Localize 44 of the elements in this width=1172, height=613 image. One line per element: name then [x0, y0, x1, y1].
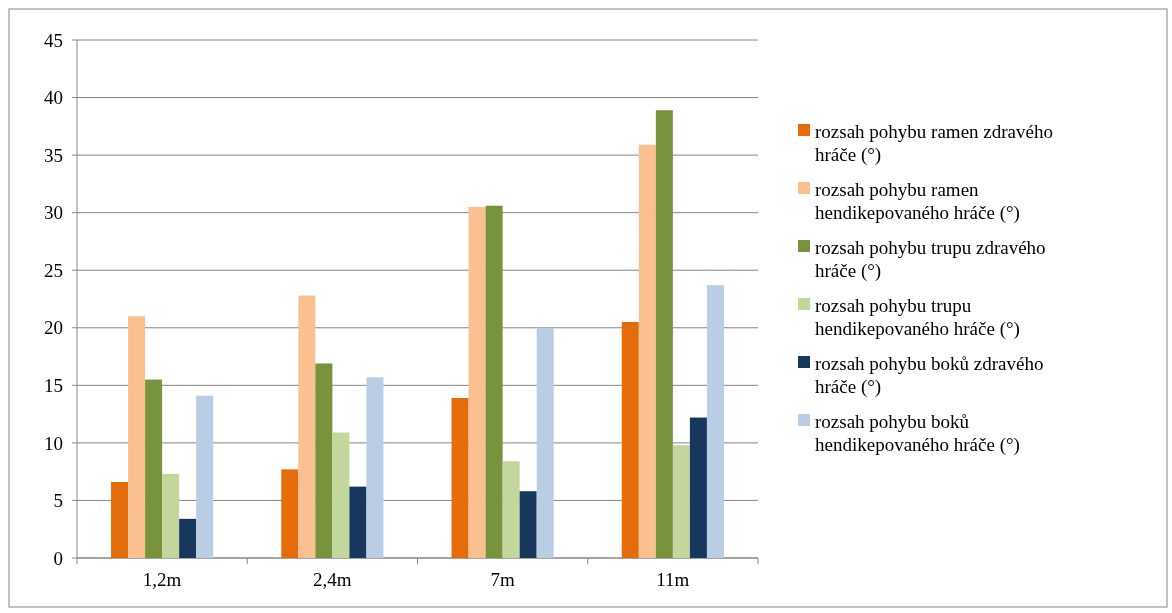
bar	[179, 518, 197, 558]
y-tick-label: 30	[44, 202, 63, 224]
bar	[672, 445, 690, 558]
y-tick-label: 15	[44, 374, 63, 396]
legend-label: rozsah pohybu ramen zdravého hráče (°)	[815, 120, 1053, 166]
y-tick-label: 0	[53, 547, 63, 569]
y-tick-label: 35	[44, 144, 63, 166]
bar	[519, 491, 537, 558]
bar	[315, 363, 333, 558]
bar	[468, 206, 486, 558]
bar	[332, 432, 350, 558]
bar	[111, 482, 129, 558]
bar	[349, 486, 367, 558]
bar	[689, 417, 707, 558]
bar	[655, 110, 673, 558]
bar	[638, 144, 656, 558]
bar	[621, 322, 639, 558]
y-tick-label: 20	[44, 317, 63, 339]
bar	[536, 327, 554, 558]
bar	[128, 316, 146, 558]
y-tick-label: 40	[44, 87, 63, 109]
y-tick-label: 10	[44, 432, 63, 454]
x-tick-label: 11m	[656, 569, 690, 590]
bar	[281, 469, 299, 558]
bar	[298, 295, 316, 558]
bar	[706, 285, 724, 558]
bar	[196, 395, 214, 558]
legend-label: rozsah pohybu boků zdravého hráče (°)	[815, 352, 1044, 398]
bar	[366, 377, 384, 558]
x-tick-label: 2,4m	[313, 569, 352, 590]
bar	[451, 398, 469, 558]
bar	[162, 473, 180, 558]
y-tick-label: 25	[44, 259, 63, 281]
bar	[502, 461, 520, 558]
bar	[485, 205, 503, 558]
x-tick-label: 1,2m	[142, 569, 182, 590]
legend-label: rozsah pohybu boků hendikepovaného hráče (°)	[815, 410, 1020, 456]
legend-label: rozsah pohybu trupu hendikepovaného hráče (°)	[815, 294, 1020, 340]
legend-label: rozsah pohybu ramen hendikepovaného hráče (°)	[815, 178, 1020, 224]
y-tick-label: 45	[44, 29, 63, 51]
x-tick-label: 7m	[490, 569, 515, 590]
y-tick-label: 5	[53, 490, 63, 512]
bar	[145, 379, 163, 558]
legend-label: rozsah pohybu trupu zdravého hráče (°)	[815, 236, 1046, 282]
